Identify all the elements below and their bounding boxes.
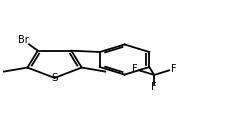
Text: F: F [132,64,137,74]
Text: Br: Br [18,35,29,45]
Text: F: F [151,82,157,92]
Text: F: F [171,64,177,74]
Text: S: S [51,73,58,83]
